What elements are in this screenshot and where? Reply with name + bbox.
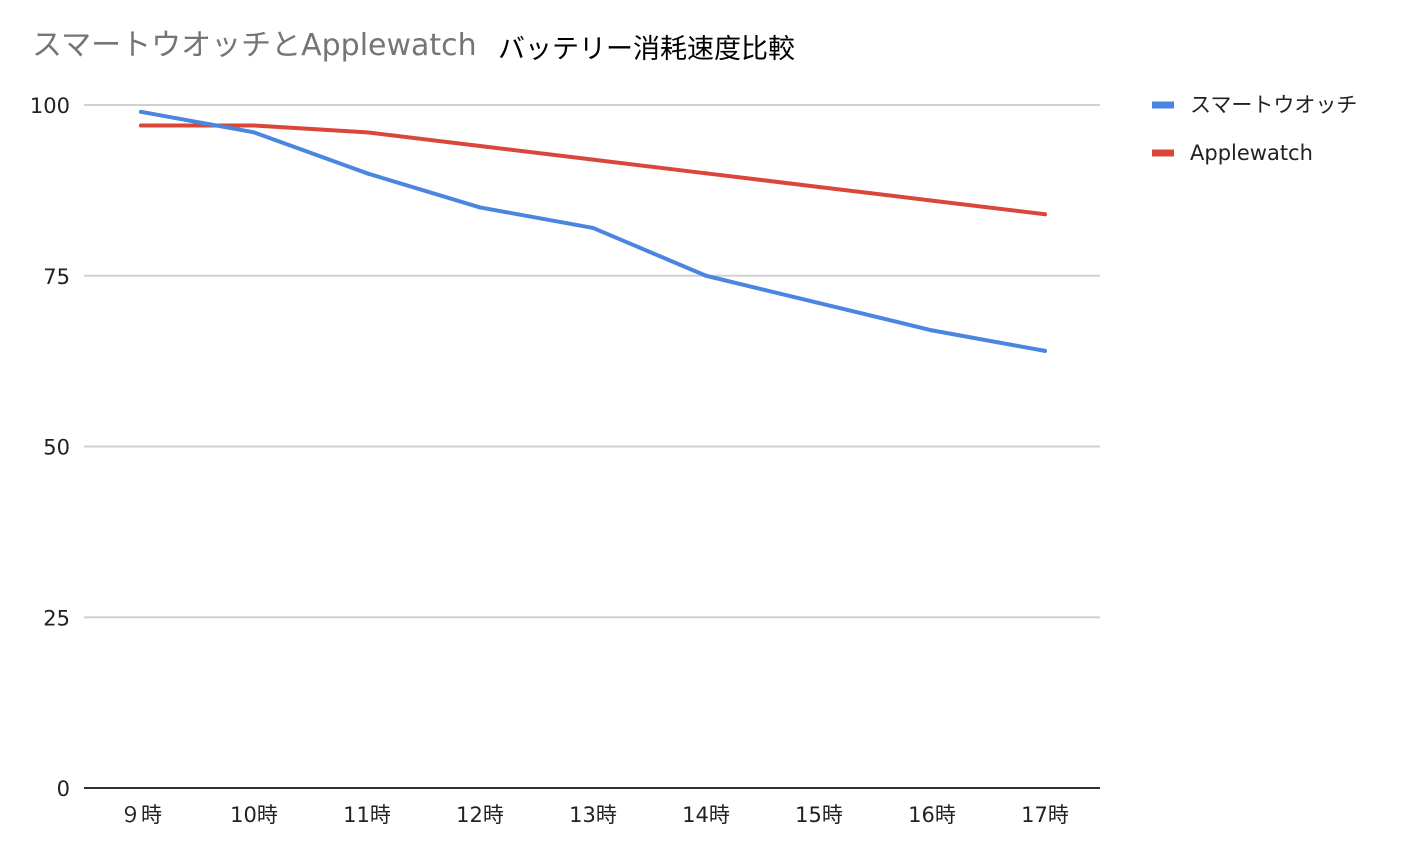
y-tick-label: 50 [43, 436, 70, 460]
data-point [704, 273, 708, 278]
data-point [817, 301, 821, 306]
data-point [930, 198, 934, 203]
legend-label: スマートウオッチ [1190, 93, 1357, 117]
data-point [139, 109, 143, 114]
data-point [252, 123, 256, 128]
gridlines [84, 104, 1100, 619]
data-point [591, 225, 595, 230]
x-tick-label: 10時 [230, 803, 278, 827]
x-tick-label: 12時 [456, 803, 504, 827]
data-point [252, 130, 256, 135]
data-point [365, 130, 369, 135]
data-point [817, 184, 821, 189]
y-tick-label: 75 [43, 265, 70, 289]
y-tick-label: 25 [43, 606, 70, 630]
x-tick-label: 11時 [343, 803, 391, 827]
x-tick-label: 17時 [1021, 803, 1069, 827]
chart-title-part1: スマートウオッチとApplewatch [32, 28, 477, 63]
data-point [704, 171, 708, 176]
y-axis-ticks: 0 25 50 75 100 [30, 94, 70, 801]
x-tick-label: 16時 [908, 803, 956, 827]
data-point [478, 205, 482, 210]
y-tick-label: 100 [30, 94, 70, 118]
x-axis-ticks: ９時 10時 11時 12時 13時 14時 15時 16時 17時 [120, 803, 1069, 827]
data-point [1043, 212, 1047, 217]
chart-title-part2: バッテリー消耗速度比較 [498, 34, 795, 65]
x-tick-label: 13時 [569, 803, 617, 827]
x-tick-label: 14時 [682, 803, 730, 827]
y-tick-label: 0 [57, 777, 70, 801]
legend-label: Applewatch [1190, 141, 1313, 165]
series-line-0 [139, 109, 1047, 353]
data-point [365, 171, 369, 176]
data-point [1043, 348, 1047, 353]
data-point [478, 143, 482, 148]
x-tick-label: ９時 [120, 803, 162, 827]
data-point [930, 328, 934, 333]
data-point [139, 123, 143, 128]
x-tick-label: 15時 [795, 803, 843, 827]
legend: スマートウオッチ Applewatch [1152, 93, 1357, 165]
data-point [591, 157, 595, 162]
series-lines [139, 109, 1047, 353]
